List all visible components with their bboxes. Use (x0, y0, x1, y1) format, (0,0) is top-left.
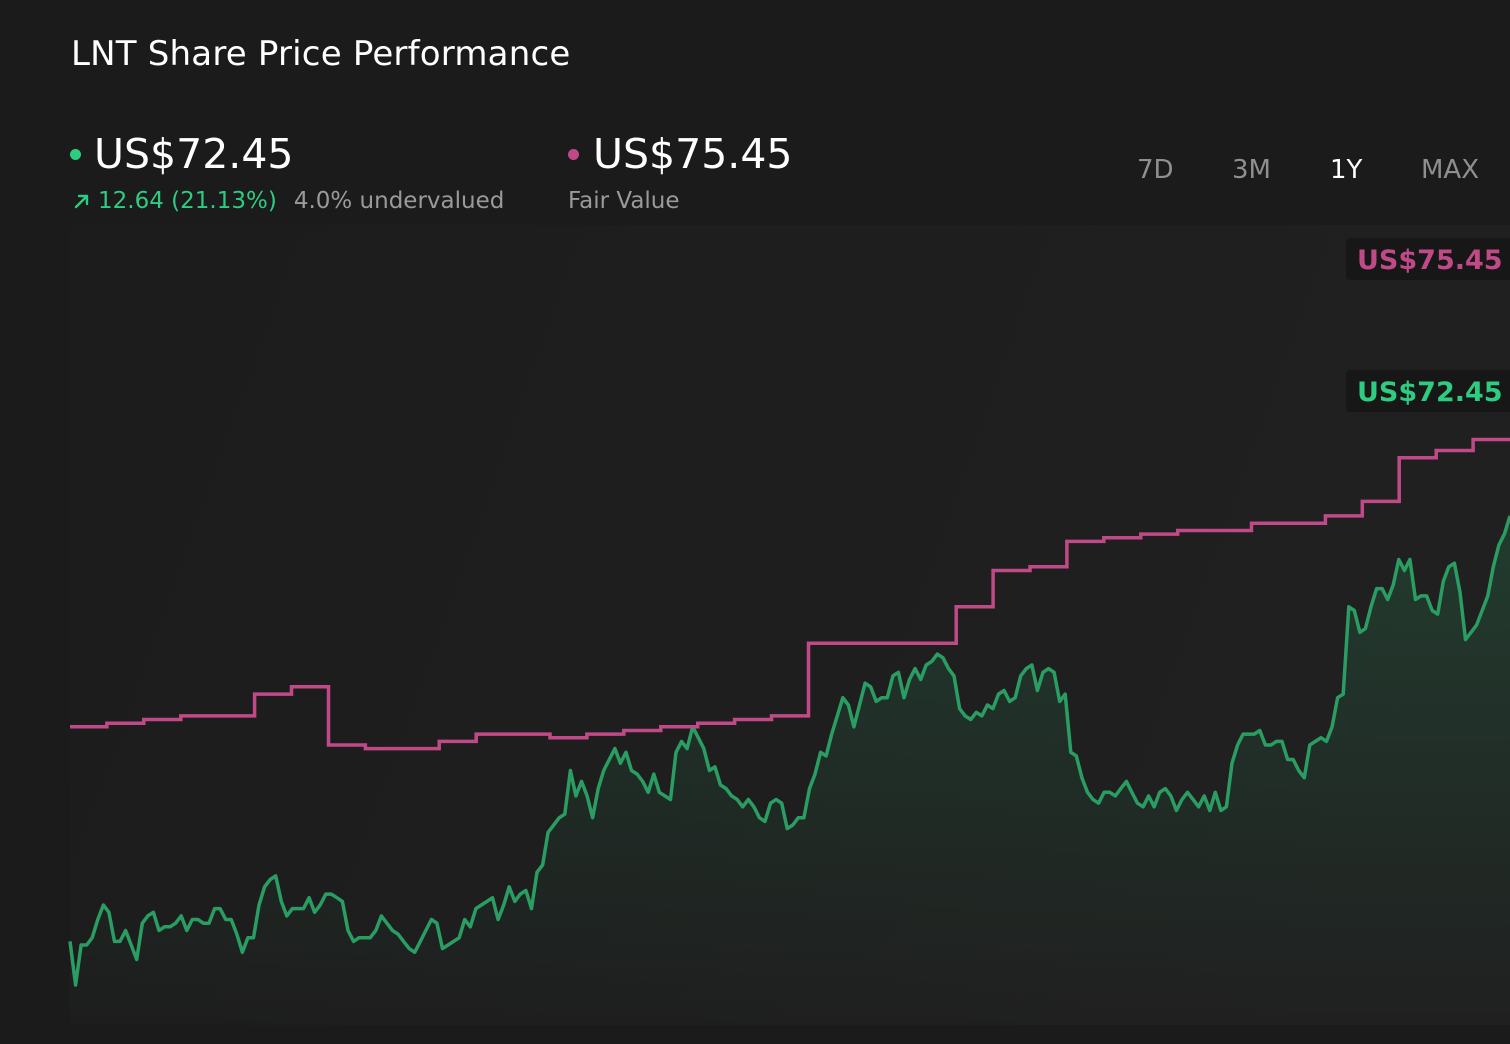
price-change: 12.64 (21.13%) (98, 188, 277, 214)
current-share-price: US$72.45 (94, 130, 294, 178)
share-price-area (70, 515, 1510, 1025)
fair-value-legend-dot (568, 149, 579, 160)
valuation-status: 4.0% undervalued (293, 188, 505, 214)
svg-text:US$72.45: US$72.45 (1357, 377, 1503, 408)
arrow-up-right-icon (74, 194, 89, 209)
share-price-end-label: US$72.45 (1346, 370, 1510, 412)
price-change-row: 12.64 (21.13%) 4.0% undervalued (72, 188, 504, 214)
fair-value-price: US$75.45 (593, 130, 793, 178)
tab-7d[interactable]: 7D (1137, 155, 1174, 185)
share-price-line (68, 515, 1510, 987)
tab-1y[interactable]: 1Y (1330, 155, 1363, 185)
fair-value-line (70, 437, 1510, 751)
fair-value-label: Fair Value (568, 188, 680, 214)
page-title: LNT Share Price Performance (71, 34, 571, 74)
tab-3m[interactable]: 3M (1232, 155, 1271, 185)
fair-value-end-label: US$75.45 (1346, 238, 1510, 280)
tab-max[interactable]: MAX (1421, 155, 1480, 185)
svg-text:US$75.45: US$75.45 (1357, 245, 1503, 276)
share-price-legend-dot (70, 149, 81, 160)
